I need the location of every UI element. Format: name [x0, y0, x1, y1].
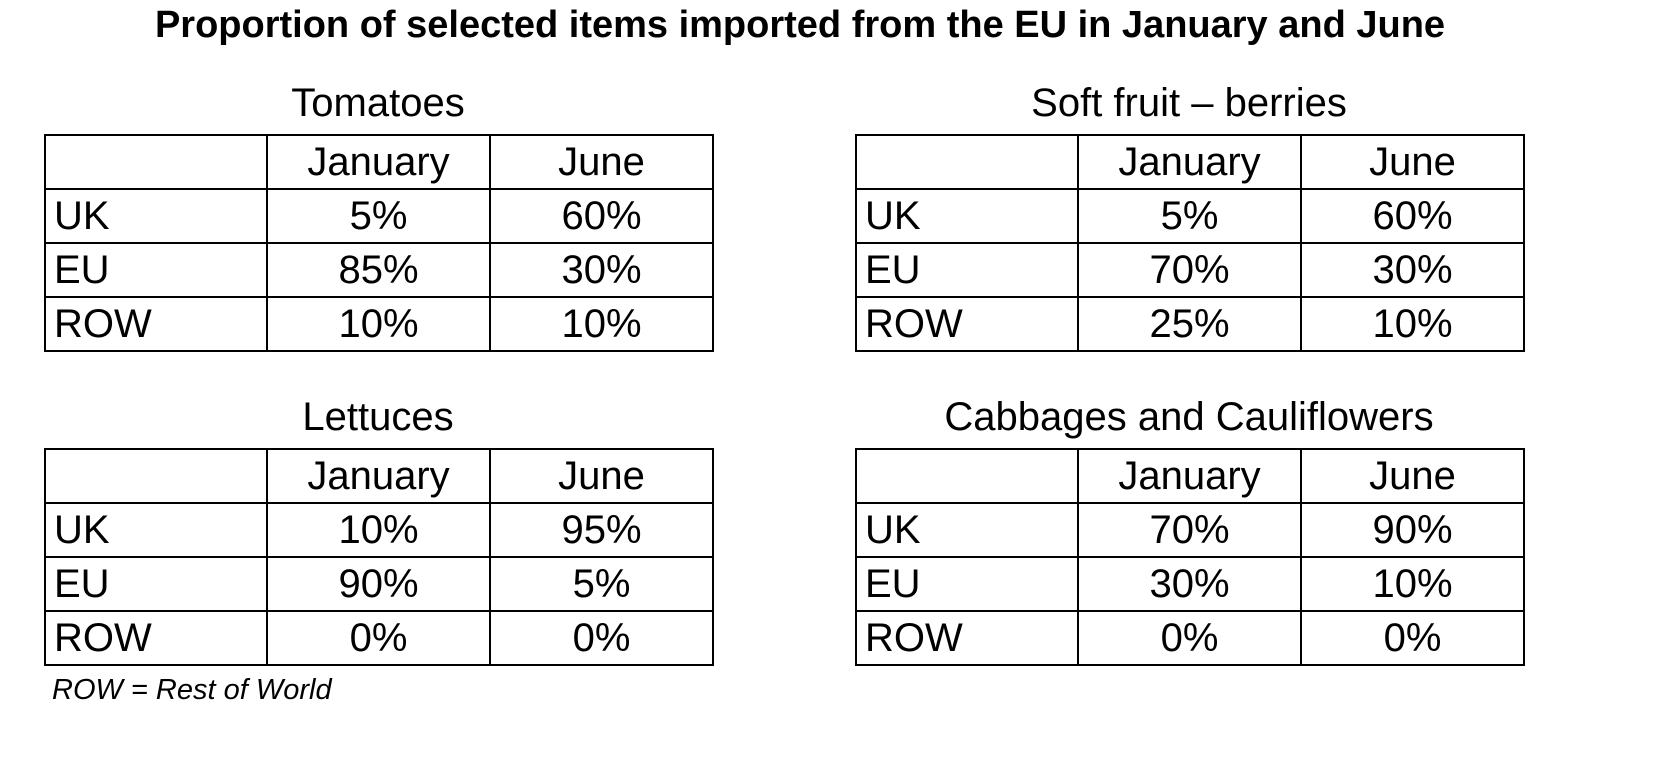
row-label: UK — [855, 502, 1079, 558]
table-cell: 95% — [489, 502, 714, 558]
column-header: January — [266, 448, 491, 504]
table-cell: 30% — [1300, 242, 1525, 298]
table-soft-fruit: January June UK 5% 60% EU 70% 30% ROW 25… — [855, 134, 1525, 352]
table-row: UK 70% 90% — [855, 502, 1525, 558]
column-header: June — [1300, 448, 1525, 504]
table-cell: 70% — [1077, 502, 1302, 558]
table-row: ROW 0% 0% — [855, 610, 1525, 666]
header-row: January June — [44, 134, 714, 190]
table-row: ROW 0% 0% — [44, 610, 714, 666]
header-row: January June — [855, 134, 1525, 190]
table-cell: 10% — [1300, 556, 1525, 612]
row-label: ROW — [855, 610, 1079, 666]
table-row: ROW 10% 10% — [44, 296, 714, 352]
table-row: UK 5% 60% — [855, 188, 1525, 244]
panel-lettuces: Lettuces January June UK 10% 95% EU 90% … — [44, 394, 714, 666]
corner-cell — [855, 448, 1079, 504]
footnote: ROW = Rest of World — [52, 674, 332, 706]
table-cell: 0% — [489, 610, 714, 666]
row-label: ROW — [855, 296, 1079, 352]
header-row: January June — [855, 448, 1525, 504]
table-cell: 90% — [1300, 502, 1525, 558]
column-header: June — [489, 134, 714, 190]
table-lettuces: January June UK 10% 95% EU 90% 5% ROW 0%… — [44, 448, 714, 666]
header-row: January June — [44, 448, 714, 504]
table-cell: 30% — [1077, 556, 1302, 612]
table-row: EU 90% 5% — [44, 556, 714, 612]
row-label: EU — [855, 556, 1079, 612]
table-cell: 5% — [1077, 188, 1302, 244]
panel-title: Soft fruit – berries — [1031, 81, 1347, 125]
row-label: UK — [44, 188, 268, 244]
corner-cell — [855, 134, 1079, 190]
table-cell: 0% — [1300, 610, 1525, 666]
panel-title: Lettuces — [302, 395, 454, 439]
table-cell: 10% — [489, 296, 714, 352]
row-label: EU — [44, 242, 268, 298]
table-cell: 90% — [266, 556, 491, 612]
table-cell: 60% — [489, 188, 714, 244]
table-cell: 60% — [1300, 188, 1525, 244]
table-row: EU 85% 30% — [44, 242, 714, 298]
chart-title: Proportion of selected items imported fr… — [154, 4, 1446, 46]
table-cell: 25% — [1077, 296, 1302, 352]
panel-cabbages: Cabbages and Cauliflowers January June U… — [855, 394, 1525, 666]
row-label: ROW — [44, 296, 268, 352]
column-header: January — [266, 134, 491, 190]
row-label: EU — [855, 242, 1079, 298]
table-cell: 10% — [266, 296, 491, 352]
table-cell: 0% — [1077, 610, 1302, 666]
panel-tomatoes: Tomatoes January June UK 5% 60% EU 85% 3… — [44, 80, 714, 352]
panel-title: Tomatoes — [291, 81, 465, 125]
corner-cell — [44, 134, 268, 190]
table-cell: 0% — [266, 610, 491, 666]
table-row: EU 70% 30% — [855, 242, 1525, 298]
table-tomatoes: January June UK 5% 60% EU 85% 30% ROW 10… — [44, 134, 714, 352]
table-cell: 85% — [266, 242, 491, 298]
column-header: June — [1300, 134, 1525, 190]
row-label: UK — [855, 188, 1079, 244]
row-label: ROW — [44, 610, 268, 666]
table-cell: 5% — [266, 188, 491, 244]
table-cell: 70% — [1077, 242, 1302, 298]
table-cell: 10% — [1300, 296, 1525, 352]
row-label: UK — [44, 502, 268, 558]
column-header: January — [1077, 134, 1302, 190]
table-cell: 10% — [266, 502, 491, 558]
table-row: UK 5% 60% — [44, 188, 714, 244]
table-cell: 30% — [489, 242, 714, 298]
table-cell: 5% — [489, 556, 714, 612]
column-header: June — [489, 448, 714, 504]
row-label: EU — [44, 556, 268, 612]
panel-title: Cabbages and Cauliflowers — [944, 395, 1434, 439]
column-header: January — [1077, 448, 1302, 504]
table-row: EU 30% 10% — [855, 556, 1525, 612]
corner-cell — [44, 448, 268, 504]
table-cabbages: January June UK 70% 90% EU 30% 10% ROW 0… — [855, 448, 1525, 666]
panel-soft-fruit: Soft fruit – berries January June UK 5% … — [855, 80, 1525, 352]
table-row: UK 10% 95% — [44, 502, 714, 558]
table-row: ROW 25% 10% — [855, 296, 1525, 352]
